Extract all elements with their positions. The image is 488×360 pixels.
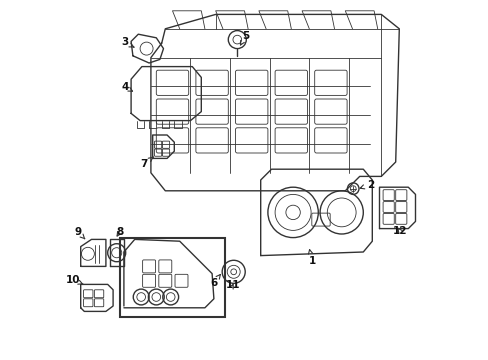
Text: 12: 12 (392, 226, 407, 236)
Text: 4: 4 (121, 82, 132, 92)
Text: 8: 8 (116, 227, 123, 237)
Text: 1: 1 (308, 249, 315, 266)
Text: 9: 9 (75, 227, 84, 239)
Bar (120, 238, 224, 317)
Text: 3: 3 (121, 37, 134, 48)
Text: 11: 11 (225, 280, 240, 291)
Text: 5: 5 (240, 31, 249, 45)
Text: 7: 7 (141, 157, 153, 169)
Text: 6: 6 (210, 274, 220, 288)
Text: 10: 10 (66, 275, 83, 285)
Text: 2: 2 (360, 180, 373, 190)
